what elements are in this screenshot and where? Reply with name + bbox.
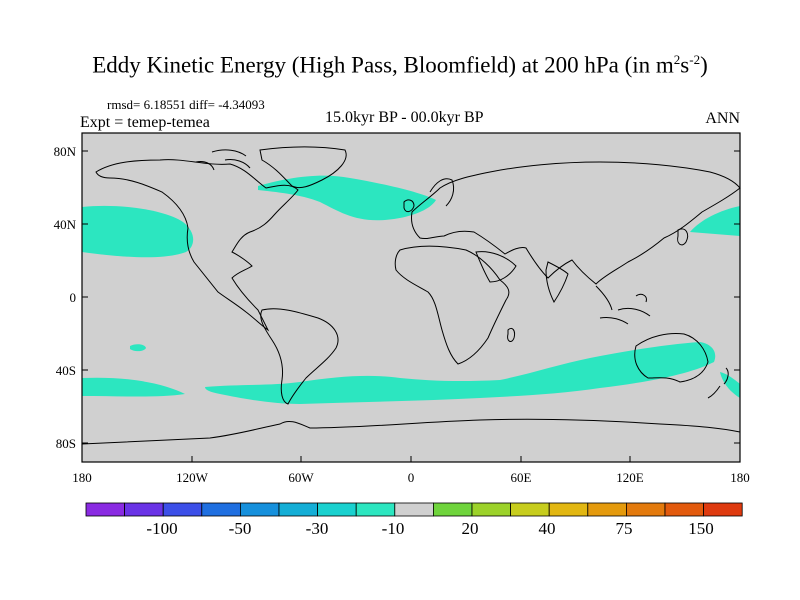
anomaly-north-atlantic (258, 175, 436, 221)
colorbar-label: -10 (382, 519, 405, 538)
period-label: 15.0kyr BP - 00.0kyr BP (325, 109, 484, 126)
lat-ticks (82, 150, 740, 444)
colorbar-box (510, 502, 550, 517)
colorbar-box (317, 502, 357, 517)
coastlines (81, 146, 741, 445)
anomaly-north-pacific-west (82, 205, 194, 258)
colorbar-box (664, 502, 704, 517)
colorbar-label: -30 (306, 519, 329, 538)
coast-antarctica (81, 418, 741, 445)
colorbar-box (278, 502, 318, 517)
coast-uk (403, 199, 415, 213)
colorbar-box (548, 502, 589, 517)
colorbar-label: 40 (539, 519, 556, 538)
lon-label: 60E (511, 470, 532, 485)
lon-label: 120W (176, 470, 209, 485)
anomaly-regions (82, 175, 740, 404)
colorbar-box (239, 502, 280, 517)
colorbar-label: -100 (146, 519, 177, 538)
colorbar-box (162, 502, 203, 517)
anomaly-north-pacific-east (690, 206, 740, 236)
coast-japan (677, 228, 689, 246)
lon-label: 180 (730, 470, 750, 485)
colorbar-label: 20 (462, 519, 479, 538)
colorbar-label: 75 (616, 519, 633, 538)
lon-label: 0 (408, 470, 415, 485)
colorbar (85, 502, 743, 517)
lat-label: 80S (56, 436, 76, 451)
coast-scandinavia (429, 178, 455, 207)
coast-madagascar (507, 327, 515, 342)
coast-new-zealand (707, 367, 729, 399)
stats-label: rmsd= 6.18551 diff= -4.34093 (107, 97, 265, 112)
lon-label: 60W (288, 470, 314, 485)
lat-label: 40N (54, 217, 77, 232)
coast-eurasia (411, 161, 741, 285)
coast-north-america (95, 159, 299, 332)
lon-label: 120E (616, 470, 644, 485)
experiment-label: Expt = temep-temea (80, 114, 210, 131)
coast-south-america (260, 308, 339, 405)
coast-australia (634, 333, 709, 383)
colorbar-box (432, 502, 473, 517)
lat-label: 40S (56, 363, 76, 378)
lon-ticks (81, 456, 741, 462)
colorbar-box (124, 502, 164, 517)
coast-southeast-asia (595, 285, 651, 325)
colorbar-box (703, 502, 743, 517)
season-label: ANN (705, 110, 740, 127)
coast-india (545, 261, 569, 303)
lat-label: 0 (70, 290, 77, 305)
colorbar-box (201, 502, 241, 517)
colorbar-label: -50 (229, 519, 252, 538)
colorbar-label: 150 (688, 519, 714, 538)
anomaly-southern-ocean (82, 342, 740, 404)
lat-label: 80N (54, 144, 77, 159)
colorbar-box (355, 502, 396, 517)
colorbar-box (471, 502, 511, 517)
colorbar-box (626, 502, 666, 517)
plot-title: Eddy Kinetic Energy (High Pass, Bloomfie… (92, 52, 708, 78)
colorbar-box (85, 502, 125, 517)
lon-label: 180 (72, 470, 92, 485)
map-background (82, 133, 740, 462)
colorbar-box (394, 502, 434, 517)
anomaly-south-pacific-patch (130, 344, 146, 352)
coast-arabia (475, 251, 517, 283)
colorbar-box (587, 502, 627, 517)
coast-greenland (259, 146, 347, 189)
coast-africa (394, 245, 510, 365)
coast-arctic-islands (195, 149, 251, 171)
